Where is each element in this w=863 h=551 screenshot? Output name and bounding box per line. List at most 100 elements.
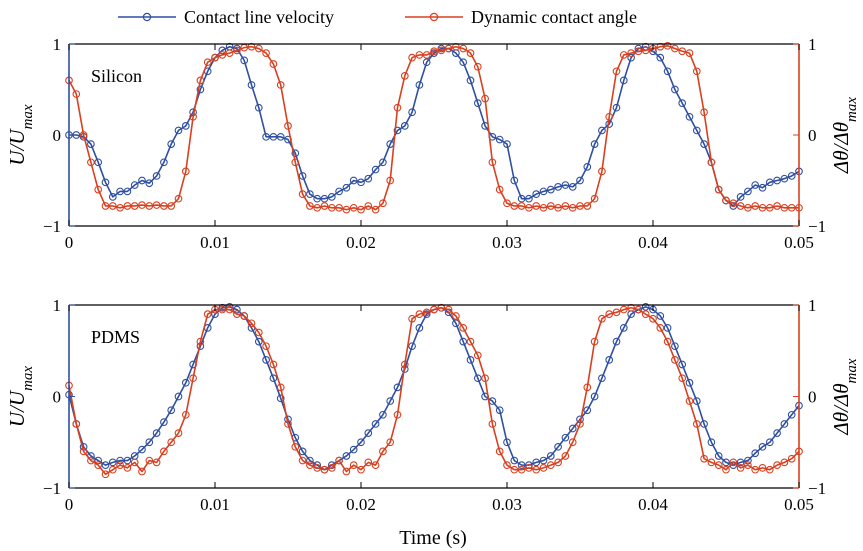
data-point [495, 135, 504, 144]
data-point [517, 202, 526, 210]
data-point [510, 465, 519, 474]
data-point [422, 51, 431, 59]
data-point [320, 465, 329, 474]
data-point [313, 464, 322, 472]
data-point [320, 194, 329, 203]
data-point [123, 202, 132, 210]
x-tick-label: 0.03 [492, 233, 522, 252]
data-point [663, 337, 672, 346]
data-point [364, 174, 373, 183]
data-point [203, 310, 212, 319]
data-point [415, 81, 424, 89]
x-tick-label: 0 [65, 495, 74, 514]
data-point [94, 461, 103, 469]
data-point [101, 470, 110, 479]
data-point [576, 420, 584, 428]
data-point [393, 103, 402, 112]
y-left-tick-label: 1 [53, 35, 62, 54]
data-point [722, 458, 730, 467]
data-point [145, 438, 154, 447]
data-point [773, 429, 781, 437]
data-point [430, 47, 438, 56]
data-point [532, 190, 541, 198]
data-point [707, 158, 716, 167]
data-point [269, 132, 278, 141]
data-point [707, 458, 716, 467]
data-point [722, 196, 730, 205]
data-point [371, 461, 380, 469]
data-point [94, 456, 103, 465]
y-right-tick-label: 1 [808, 296, 817, 315]
data-point [503, 438, 511, 447]
data-point [452, 312, 460, 320]
data-point [357, 438, 365, 447]
data-point [619, 76, 628, 85]
data-point [298, 456, 307, 465]
data-point [408, 53, 416, 62]
panel-label: PDMS [91, 327, 140, 347]
data-point [605, 112, 614, 121]
data-point [408, 314, 416, 323]
data-point [663, 67, 672, 76]
data-point [736, 202, 745, 210]
data-point [554, 458, 562, 467]
data-point [181, 410, 190, 419]
data-point [108, 193, 117, 201]
data-point [364, 458, 373, 467]
data-point [174, 126, 183, 135]
data-point [510, 202, 519, 210]
data-point [101, 202, 110, 210]
data-point [342, 467, 351, 476]
data-point [152, 429, 161, 437]
data-point [539, 456, 548, 465]
data-point [758, 203, 767, 212]
data-point [671, 356, 679, 364]
data-point [729, 458, 738, 467]
data-point [262, 49, 270, 57]
data-point [744, 456, 752, 465]
data-point [408, 342, 416, 351]
data-point [554, 183, 562, 191]
data-point [298, 172, 307, 180]
legend-angle-marker [429, 12, 439, 22]
data-point [751, 202, 760, 210]
data-point [612, 308, 621, 317]
data-point [773, 176, 781, 185]
data-point [371, 420, 380, 428]
data-point [138, 176, 146, 185]
data-point [108, 465, 117, 474]
y-right-axis-title: Δθ/Δθmax [829, 97, 860, 174]
data-point [765, 203, 774, 212]
data-point [240, 312, 249, 320]
data-point [291, 158, 300, 167]
data-point [714, 452, 723, 460]
legend-velocity-label: Contact line velocity [184, 7, 334, 27]
data-point [744, 187, 752, 196]
y-right-tick-label: −1 [808, 479, 826, 498]
data-point [379, 199, 387, 208]
data-point [656, 312, 665, 320]
y-right-tick-label: 1 [808, 35, 817, 54]
data-point [349, 461, 358, 469]
x-tick-label: 0.02 [346, 233, 376, 252]
data-point [590, 194, 599, 203]
data-point [422, 308, 431, 317]
data-point [758, 464, 767, 472]
panel-silicon: 0 0.01 0.02 0.03 0.04 0.05−1 −10 01 1SiliconU/Um… [5, 35, 860, 252]
data-point [335, 456, 343, 465]
data-point [444, 44, 453, 53]
data-point [181, 122, 190, 130]
data-point [181, 378, 190, 387]
data-point [576, 202, 584, 210]
data-point [787, 203, 796, 212]
data-point [466, 76, 475, 85]
data-point [196, 76, 205, 85]
data-point [656, 324, 665, 332]
series-line [68, 306, 800, 471]
data-point [598, 374, 606, 383]
data-point [306, 456, 314, 465]
data-point [262, 342, 270, 351]
data-point [692, 67, 701, 76]
data-point [138, 201, 146, 209]
data-point [218, 46, 227, 55]
